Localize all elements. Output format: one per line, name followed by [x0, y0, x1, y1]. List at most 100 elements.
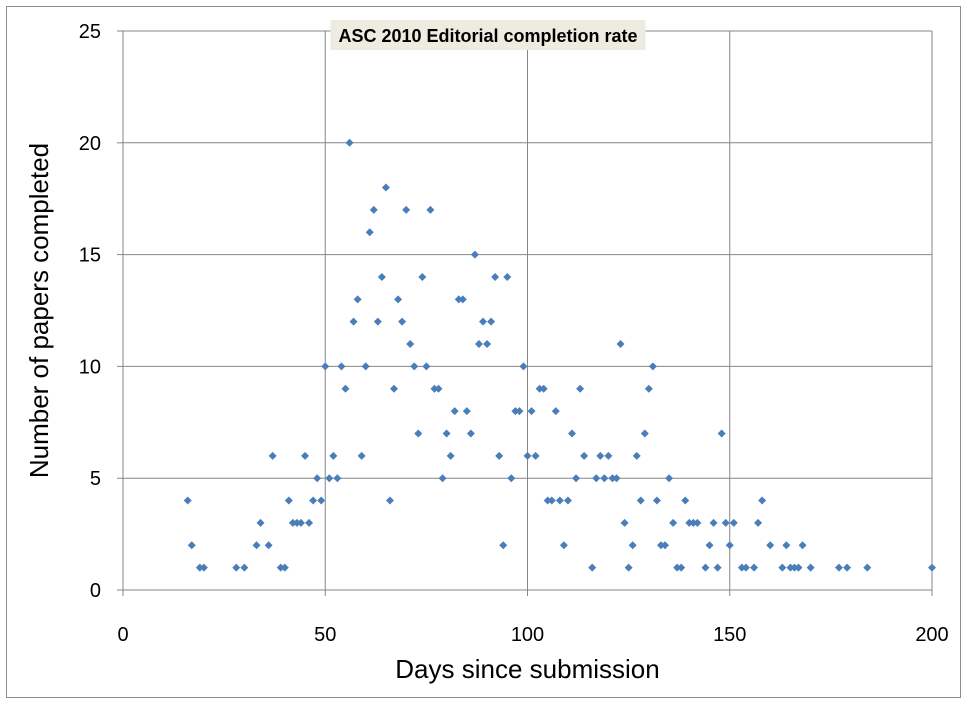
data-point	[240, 563, 249, 572]
data-point	[632, 451, 641, 460]
data-point	[454, 295, 463, 304]
data-point	[317, 496, 326, 505]
x-tick-label: 100	[511, 624, 544, 646]
data-point	[669, 518, 678, 527]
data-point	[834, 563, 843, 572]
data-point	[301, 451, 310, 460]
data-point	[296, 518, 305, 527]
data-point	[729, 518, 738, 527]
data-point	[705, 541, 714, 550]
data-point	[402, 205, 411, 214]
data-point	[466, 429, 475, 438]
data-point	[576, 384, 585, 393]
data-point	[656, 541, 665, 550]
data-point	[681, 496, 690, 505]
data-point	[280, 563, 289, 572]
x-tick-label: 0	[117, 624, 128, 646]
data-point	[612, 474, 621, 483]
data-point	[515, 407, 524, 416]
data-point	[717, 429, 726, 438]
data-point	[644, 384, 653, 393]
data-point	[292, 518, 301, 527]
data-point	[195, 563, 204, 572]
data-point	[288, 518, 297, 527]
data-point	[551, 407, 560, 416]
data-point	[329, 451, 338, 460]
data-point	[677, 563, 686, 572]
x-tick-label: 50	[314, 624, 336, 646]
data-point	[806, 563, 815, 572]
data-point	[414, 429, 423, 438]
data-point	[321, 362, 330, 371]
data-point	[596, 451, 605, 460]
data-point	[737, 563, 746, 572]
data-point	[608, 474, 617, 483]
data-point	[305, 518, 314, 527]
x-axis-title: Days since submission	[395, 654, 659, 684]
data-point	[721, 518, 730, 527]
data-point	[187, 541, 196, 550]
data-point	[276, 563, 285, 572]
data-point	[284, 496, 293, 505]
data-point	[523, 451, 532, 460]
data-point	[418, 272, 427, 281]
data-point	[689, 518, 698, 527]
data-point	[479, 317, 488, 326]
data-point	[559, 541, 568, 550]
data-point	[511, 407, 520, 416]
data-point	[701, 563, 710, 572]
data-point	[353, 295, 362, 304]
data-point	[661, 541, 670, 550]
data-point	[543, 496, 552, 505]
data-point	[373, 317, 382, 326]
data-point	[843, 563, 852, 572]
y-tick-label: 10	[79, 356, 101, 378]
data-point	[648, 362, 657, 371]
data-point	[426, 205, 435, 214]
data-point	[398, 317, 407, 326]
data-point	[256, 518, 265, 527]
data-point	[422, 362, 431, 371]
data-point	[741, 563, 750, 572]
data-point	[572, 474, 581, 483]
data-point	[673, 563, 682, 572]
data-point	[183, 496, 192, 505]
x-tick-label: 150	[713, 624, 746, 646]
data-point	[782, 541, 791, 550]
data-point	[349, 317, 358, 326]
chart-frame	[6, 6, 961, 698]
y-tick-label: 0	[90, 580, 101, 602]
data-point	[483, 340, 492, 349]
data-point	[199, 563, 208, 572]
data-point	[446, 451, 455, 460]
data-point	[357, 451, 366, 460]
data-point	[325, 474, 334, 483]
data-point	[725, 541, 734, 550]
data-point	[527, 407, 536, 416]
data-point	[507, 474, 516, 483]
gridlines	[123, 30, 933, 590]
data-point	[341, 384, 350, 393]
y-tick-label: 25	[79, 21, 101, 43]
data-point	[519, 362, 528, 371]
data-point	[462, 407, 471, 416]
data-point	[798, 541, 807, 550]
data-point	[535, 384, 544, 393]
data-point	[693, 518, 702, 527]
data-point	[754, 518, 763, 527]
data-point	[309, 496, 318, 505]
data-point	[450, 407, 459, 416]
y-axis-title: Number of papers completed	[24, 143, 54, 478]
data-point	[863, 563, 872, 572]
data-point	[624, 563, 633, 572]
axes	[117, 30, 933, 596]
data-point	[495, 451, 504, 460]
data-point	[365, 228, 374, 237]
data-point	[394, 295, 403, 304]
data-point	[361, 362, 370, 371]
data-point	[592, 474, 601, 483]
data-point	[588, 563, 597, 572]
y-tick-label: 20	[79, 133, 101, 155]
data-point	[268, 451, 277, 460]
data-point	[616, 340, 625, 349]
